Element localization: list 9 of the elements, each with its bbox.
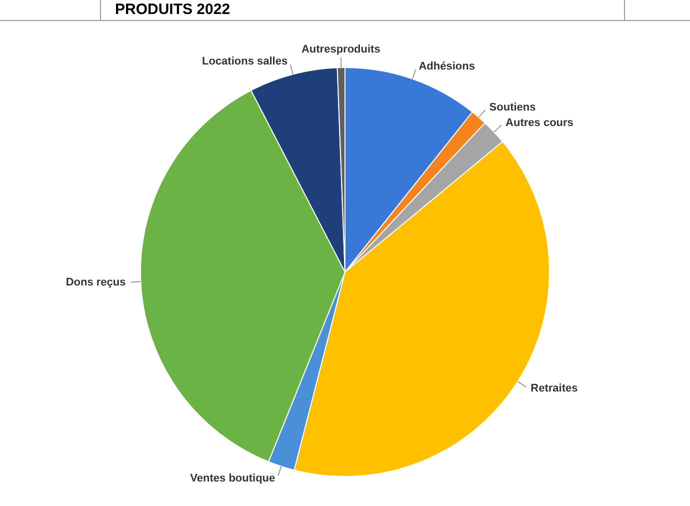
slice-label: Retraites [530,382,578,395]
slice-label: Adhésions [418,60,475,73]
slice-label: Autres cours [506,117,574,130]
slice-label: Dons reçus [66,276,126,288]
slice-label: Ventes boutique [190,472,276,485]
slice-label: Soutiens [489,102,536,114]
slice-label: Locations salles [202,56,288,68]
slice-label: Autresproduits [301,44,380,56]
chart-title: PRODUITS 2022 [101,0,625,20]
